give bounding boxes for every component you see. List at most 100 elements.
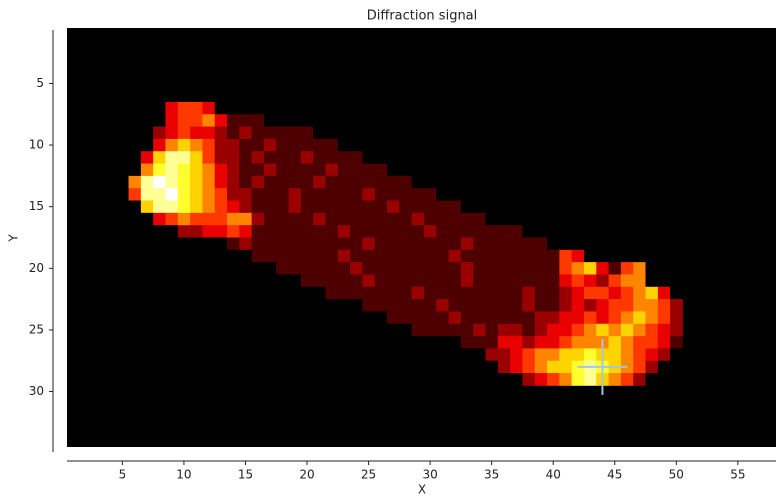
- cell: [510, 200, 523, 214]
- cell: [436, 126, 449, 140]
- cell: [251, 163, 265, 177]
- cell: [350, 323, 363, 337]
- cell: [165, 323, 179, 337]
- cell: [350, 262, 363, 275]
- cell: [263, 286, 277, 300]
- cell: [313, 138, 326, 152]
- cell: [596, 175, 609, 189]
- cell: [657, 163, 671, 177]
- cell: [423, 126, 437, 140]
- cell: [251, 336, 265, 349]
- cell: [411, 262, 425, 275]
- cell: [227, 373, 240, 386]
- cell: [227, 286, 240, 300]
- cell: [547, 373, 560, 386]
- cell: [460, 360, 474, 374]
- cell: [288, 163, 302, 177]
- chart-title: Diffraction signal: [367, 9, 478, 24]
- cell: [313, 163, 326, 177]
- cell: [251, 262, 265, 275]
- cell: [460, 336, 474, 349]
- cell: [485, 138, 499, 152]
- cell: [374, 151, 388, 164]
- cell: [325, 126, 339, 140]
- cell: [190, 126, 203, 140]
- cell: [460, 138, 474, 152]
- cell: [350, 237, 363, 251]
- cell: [497, 188, 511, 201]
- cell: [583, 348, 597, 362]
- cell: [165, 114, 179, 127]
- cell: [202, 163, 216, 177]
- cell: [153, 212, 166, 226]
- cell: [571, 151, 585, 164]
- cell: [559, 323, 573, 337]
- cell: [251, 225, 265, 238]
- cell: [387, 336, 400, 349]
- cell: [473, 225, 486, 238]
- cell: [670, 323, 683, 337]
- cell: [534, 286, 548, 300]
- cell: [657, 336, 671, 349]
- cell: [362, 101, 376, 115]
- cell: [448, 212, 462, 226]
- cell: [596, 274, 609, 288]
- cell: [128, 163, 142, 177]
- cell: [583, 299, 597, 312]
- cell: [177, 336, 191, 349]
- cell: [596, 262, 609, 275]
- y-tick-label: 25: [29, 322, 44, 336]
- cell: [128, 151, 142, 164]
- cell: [288, 249, 302, 263]
- cell: [547, 274, 560, 288]
- cell: [140, 175, 154, 189]
- cell: [633, 237, 646, 251]
- cell: [227, 249, 240, 263]
- cell: [350, 299, 363, 312]
- cell: [128, 262, 142, 275]
- cell: [534, 114, 548, 127]
- cell: [337, 200, 351, 214]
- cell: [473, 163, 486, 177]
- cell: [411, 138, 425, 152]
- cell: [177, 188, 191, 201]
- cell: [350, 360, 363, 374]
- cell: [547, 348, 560, 362]
- cell: [300, 138, 314, 152]
- cell: [153, 360, 166, 374]
- cell: [596, 138, 609, 152]
- cell: [411, 323, 425, 337]
- cell: [387, 188, 400, 201]
- cell: [128, 101, 142, 115]
- cell: [362, 212, 376, 226]
- cell: [239, 126, 253, 140]
- cell: [534, 212, 548, 226]
- cell: [251, 274, 265, 288]
- cell: [473, 151, 486, 164]
- cell: [473, 336, 486, 349]
- cell: [374, 237, 388, 251]
- cell: [547, 151, 560, 164]
- cell: [300, 286, 314, 300]
- cell: [620, 373, 634, 386]
- cell: [337, 274, 351, 288]
- cell: [128, 299, 142, 312]
- cell: [633, 138, 646, 152]
- cell: [263, 274, 277, 288]
- cell: [177, 373, 191, 386]
- cell: [620, 299, 634, 312]
- cell: [399, 138, 413, 152]
- cell: [485, 360, 499, 374]
- cell: [448, 373, 462, 386]
- cell: [485, 163, 499, 177]
- cell: [522, 188, 536, 201]
- cell: [423, 175, 437, 189]
- cell: [645, 311, 659, 325]
- cell: [534, 348, 548, 362]
- cell: [633, 212, 646, 226]
- cell: [399, 188, 413, 201]
- cell: [534, 188, 548, 201]
- cell: [350, 188, 363, 201]
- cell: [645, 212, 659, 226]
- cell: [633, 360, 646, 374]
